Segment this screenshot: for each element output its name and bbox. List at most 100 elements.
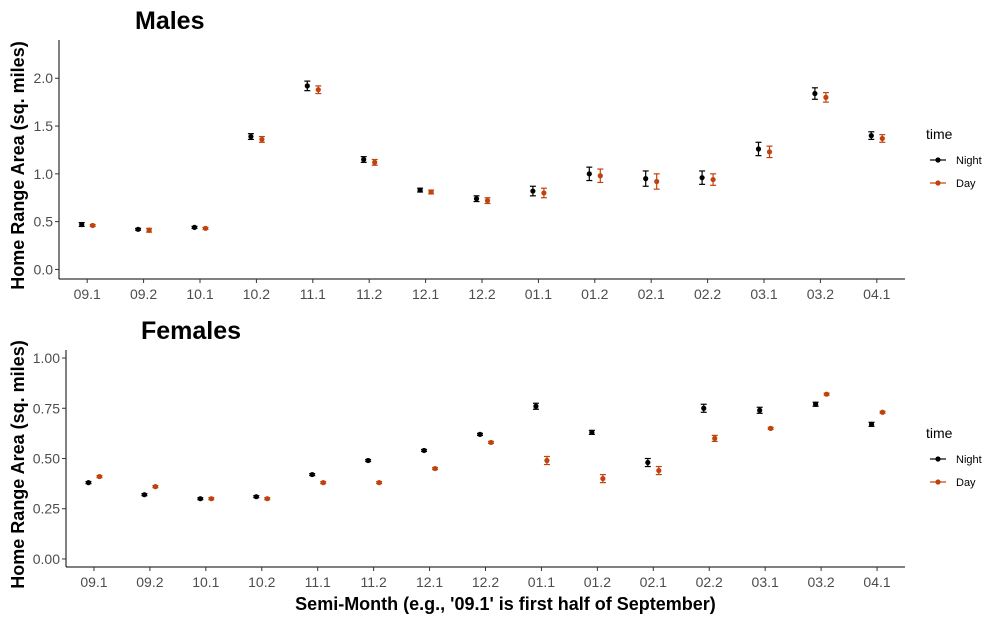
x-tick-label: 10.1 — [192, 574, 219, 590]
data-point — [315, 87, 321, 93]
x-tick-label: 11.1 — [300, 286, 326, 302]
x-tick-label: 03.2 — [807, 574, 834, 590]
data-point — [823, 94, 829, 100]
data-point — [477, 431, 483, 437]
data-point — [202, 225, 209, 231]
series-day — [96, 391, 886, 502]
data-point — [191, 224, 198, 230]
x-tick-label: 01.2 — [581, 286, 608, 302]
x-tick-label: 02.2 — [696, 574, 723, 590]
data-point — [768, 425, 774, 431]
y-tick-label: 0.75 — [33, 400, 60, 416]
data-point — [85, 480, 92, 486]
data-point — [757, 407, 763, 413]
y-tick-label: 1.5 — [34, 118, 54, 134]
y-tick-label: 0.50 — [33, 451, 60, 467]
data-point — [372, 159, 378, 165]
x-tick-label: 04.1 — [863, 574, 890, 590]
data-point — [879, 409, 886, 415]
chart-title: Females — [141, 317, 241, 345]
x-tick-label: 09.2 — [130, 286, 157, 302]
data-point — [656, 467, 662, 474]
data-point — [589, 429, 595, 435]
x-tick-label: 09.1 — [74, 286, 101, 302]
data-point — [879, 135, 885, 142]
data-point — [90, 222, 96, 229]
data-point — [586, 171, 592, 177]
series-day — [89, 85, 886, 233]
data-point — [488, 439, 494, 446]
x-tick-label: 09.2 — [136, 574, 163, 590]
x-tick-label: 11.1 — [305, 574, 331, 590]
y-tick-label: 0.5 — [34, 214, 54, 230]
y-axis-label: Home Range Area (sq. miles) — [8, 340, 28, 588]
data-point — [813, 401, 819, 407]
data-point — [712, 435, 718, 442]
legend-key-point — [935, 479, 941, 485]
x-tick-label: 02.2 — [694, 286, 721, 302]
data-point — [428, 189, 434, 195]
data-point — [96, 473, 103, 480]
series-night — [78, 80, 875, 232]
x-tick-label: 11.2 — [356, 286, 382, 302]
legend-key-point — [935, 157, 941, 163]
x-tick-label: 01.1 — [525, 286, 552, 302]
data-point — [600, 475, 606, 482]
x-tick-label: 01.1 — [528, 574, 555, 590]
data-point — [432, 465, 438, 472]
x-tick-label: 10.2 — [243, 286, 270, 302]
data-point — [264, 496, 270, 502]
x-tick-label: 02.1 — [640, 574, 667, 590]
x-tick-label: 12.2 — [468, 286, 495, 302]
x-tick-label: 03.1 — [750, 286, 777, 302]
data-point — [304, 83, 310, 89]
data-point — [421, 447, 427, 454]
data-point — [597, 173, 603, 179]
legend-key-point — [935, 180, 941, 186]
data-point — [361, 156, 367, 163]
x-tick-label: 12.2 — [472, 574, 499, 590]
data-point — [146, 227, 152, 233]
data-point — [417, 187, 423, 193]
data-point — [699, 175, 705, 181]
data-point — [248, 133, 254, 140]
x-tick-label: 12.1 — [412, 286, 439, 302]
x-tick-label: 12.1 — [416, 574, 443, 590]
data-point — [473, 196, 480, 202]
legend-title: time — [926, 126, 953, 142]
data-point — [484, 198, 491, 204]
data-point — [544, 457, 550, 464]
legend: time Night Day — [926, 126, 982, 190]
data-point — [755, 146, 762, 152]
x-tick-label: 10.2 — [248, 574, 275, 590]
data-point — [135, 226, 141, 232]
y-tick-label: 1.00 — [33, 350, 60, 366]
data-point — [253, 494, 259, 500]
data-point — [701, 405, 707, 411]
data-point — [141, 492, 147, 498]
data-point — [541, 190, 547, 196]
data-point — [533, 403, 539, 409]
legend-title: time — [926, 425, 953, 441]
data-point — [79, 221, 85, 228]
data-point — [376, 480, 382, 486]
data-point — [152, 484, 158, 490]
data-point — [812, 90, 818, 97]
x-tick-label: 04.1 — [863, 286, 890, 302]
legend-label: Day — [956, 477, 976, 489]
data-point — [320, 480, 326, 486]
data-point — [643, 176, 649, 182]
data-point — [530, 188, 536, 194]
data-point — [645, 459, 651, 466]
x-tick-label: 01.2 — [584, 574, 611, 590]
data-point — [868, 421, 875, 427]
y-axis-label: Home Range Area (sq. miles) — [8, 41, 28, 289]
x-tick-label: 02.1 — [638, 286, 665, 302]
data-point — [208, 496, 214, 502]
data-point — [309, 471, 315, 478]
legend-label: Night — [956, 155, 982, 167]
x-tick-label: 09.1 — [80, 574, 107, 590]
data-point — [365, 457, 371, 464]
data-point — [868, 133, 874, 139]
x-axis-label: Semi-Month (e.g., '09.1' is first half o… — [295, 594, 716, 614]
